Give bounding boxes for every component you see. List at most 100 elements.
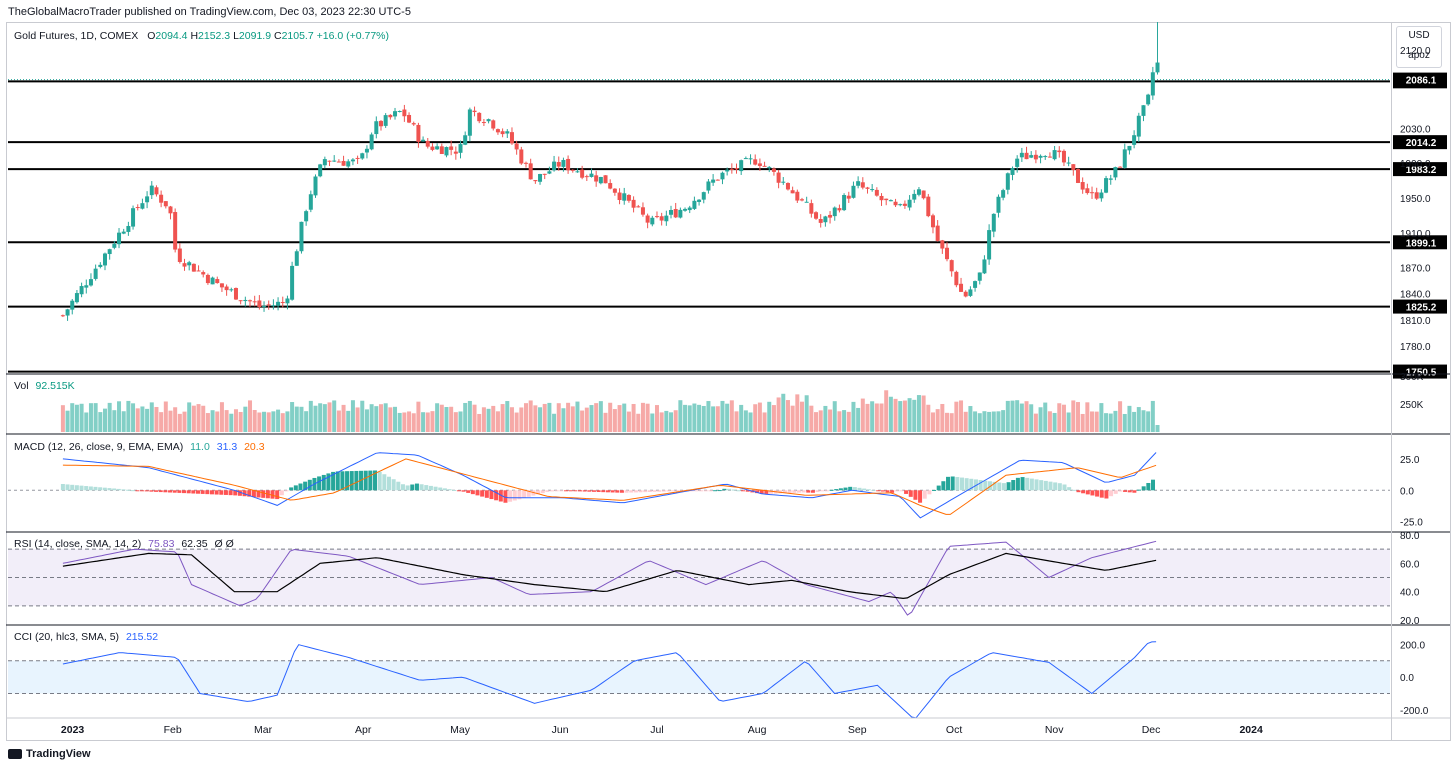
price-tick-label: 1990.0 <box>1400 159 1431 170</box>
volume-bar <box>874 403 879 432</box>
volume-bar <box>893 398 898 432</box>
macd-histogram-bar <box>79 485 84 491</box>
volume-bar <box>341 404 346 432</box>
macd-histogram-bar <box>480 490 485 497</box>
volume-bar <box>930 412 935 432</box>
candle-body <box>1005 173 1010 190</box>
candle-body <box>729 168 734 170</box>
macd-histogram-bar <box>191 490 196 494</box>
candle-body <box>823 216 828 223</box>
candle-body <box>748 158 753 160</box>
macd-histogram-bar <box>121 489 126 491</box>
macd-histogram-bar <box>605 490 610 493</box>
candle-body <box>439 146 444 155</box>
chart-frame <box>6 22 1451 741</box>
candle-body <box>757 163 762 166</box>
candle-body <box>332 160 337 162</box>
axes: 2084.12014.21983.21899.11825.21750.52086… <box>6 46 1450 736</box>
macd-histogram-bar <box>242 490 247 497</box>
volume-bar <box>336 410 341 432</box>
volume-bar <box>996 411 1001 432</box>
candle-body <box>1038 155 1043 158</box>
macd-histogram-bar <box>503 490 508 503</box>
candle-body <box>781 181 786 183</box>
candle-body <box>650 217 655 225</box>
macd-histogram-bar <box>65 484 70 491</box>
candle-body <box>299 221 304 252</box>
candle-body <box>654 216 659 218</box>
volume-bar <box>757 402 762 432</box>
candle-body <box>131 208 136 227</box>
macd-histogram-bar <box>806 490 811 493</box>
candle-body <box>1061 150 1066 163</box>
candle-body <box>149 185 154 196</box>
tradingview-footer[interactable]: TradingView <box>8 748 91 760</box>
volume-bar <box>799 401 804 432</box>
volume-legend: Vol 92.515K <box>14 380 75 392</box>
volume-bar <box>711 406 716 432</box>
candle-body <box>921 190 926 199</box>
macd-histogram-bar <box>755 490 760 494</box>
volume-bar <box>1146 411 1151 432</box>
macd-histogram-bar <box>512 490 517 501</box>
volume-bar <box>205 413 210 432</box>
macd-histogram-bar <box>1020 477 1025 491</box>
volume-bar <box>1071 400 1076 432</box>
volume-bar <box>439 404 444 432</box>
currency-box[interactable]: USD apoz <box>1396 26 1442 68</box>
macd-histogram-bar <box>335 471 340 491</box>
volume-bar <box>1113 410 1118 432</box>
macd-histogram-bar <box>293 485 298 491</box>
last-price-label: 2086.1 <box>1406 76 1437 87</box>
volume-bar <box>1052 412 1057 432</box>
level-price-label: 1983.2 <box>1406 165 1437 176</box>
high-value: 2152.3 <box>198 30 231 42</box>
candle-body <box>552 161 557 171</box>
candle-body <box>945 247 950 260</box>
candle-body <box>145 196 150 203</box>
volume-bar <box>1099 403 1104 432</box>
macd-histogram-bar <box>1109 490 1114 497</box>
volume-bar <box>364 409 369 432</box>
macd-histogram-bar <box>577 490 582 492</box>
candle-body <box>416 124 421 142</box>
macd-histogram-bar <box>107 488 112 491</box>
volume-bar <box>926 404 931 432</box>
macd-histogram-bar <box>727 488 732 491</box>
volume-bar <box>767 401 772 432</box>
candle-body <box>102 253 107 266</box>
volume-bar <box>402 412 407 432</box>
volume-bar <box>84 412 89 432</box>
macd-histogram-bar <box>1006 482 1011 491</box>
candle-body <box>720 172 725 180</box>
candle-body <box>388 114 393 118</box>
candle-body <box>210 277 215 285</box>
candle-body <box>1085 188 1090 194</box>
volume-bar <box>509 407 514 432</box>
rsi-ma-value: 62.35 <box>181 538 208 550</box>
volume-bar <box>991 411 996 432</box>
candle-body <box>257 300 262 307</box>
candle-body <box>280 302 285 304</box>
candle-body <box>739 160 744 172</box>
candle-body <box>687 207 692 211</box>
macd-histogram-bar <box>657 490 662 492</box>
candle-body <box>1113 167 1118 178</box>
candle-body <box>107 249 112 255</box>
volume-bar <box>743 410 748 432</box>
volume-bar <box>570 406 575 432</box>
rsi-tick-label: 40.0 <box>1400 588 1420 599</box>
candle-body <box>374 121 379 135</box>
macd-histogram-bar <box>862 488 867 491</box>
candle-body <box>318 164 323 177</box>
candle-body <box>1132 135 1137 145</box>
candle-body <box>664 215 669 222</box>
candle-body <box>1090 192 1095 194</box>
macd-histogram-bar <box>1025 477 1030 491</box>
volume-bar <box>673 410 678 432</box>
volume-bar <box>294 406 299 432</box>
volume-bar <box>332 400 337 432</box>
volume-bar <box>949 413 954 432</box>
volume-bar <box>1057 403 1062 432</box>
